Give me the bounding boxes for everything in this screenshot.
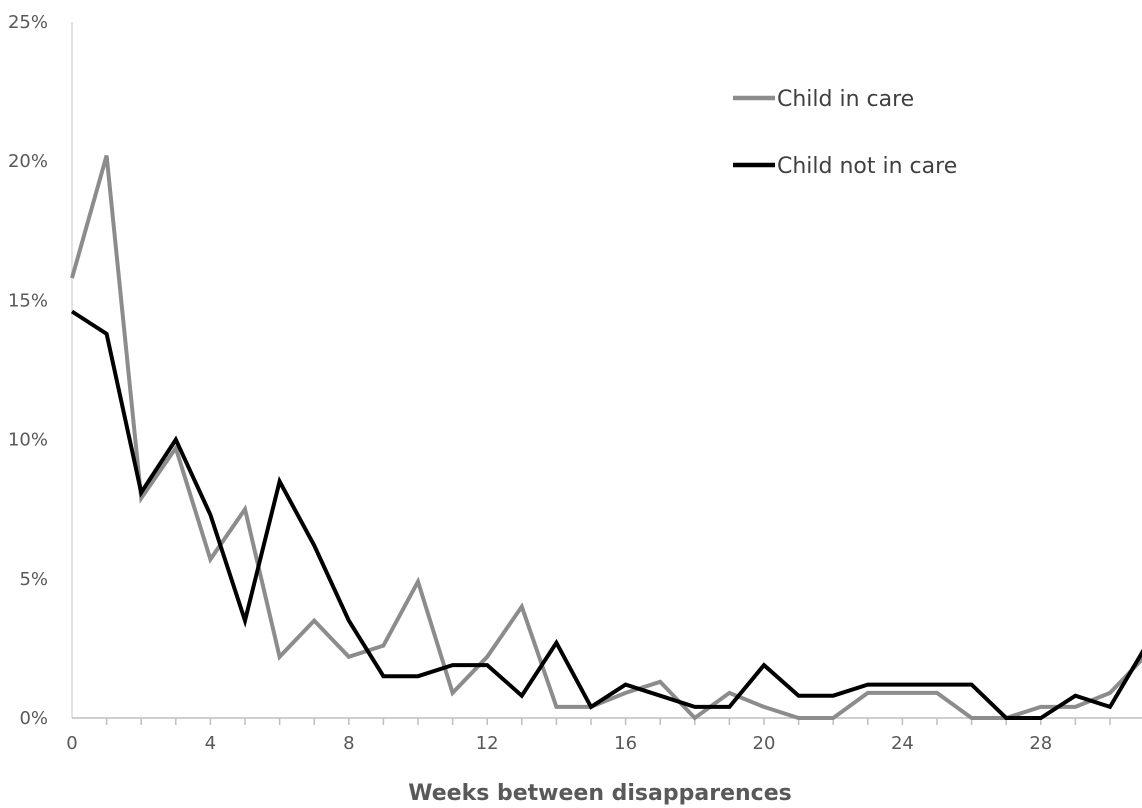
y-axis: 0% 5% 10% 15% 20% 25%: [8, 12, 73, 729]
y-tick-label: 20%: [8, 151, 48, 172]
y-tick-labels: 0% 5% 10% 15% 20% 25%: [8, 12, 48, 729]
y-tick-label: 15%: [8, 290, 48, 311]
x-tick-labels: 0 4 8 12 16 20 24 28: [66, 733, 1052, 754]
y-tick-label: 5%: [19, 569, 48, 590]
legend-label-child-not-in-care: Child not in care: [777, 154, 957, 179]
x-tick-label: 0: [66, 733, 77, 754]
y-tick-label: 0%: [19, 708, 48, 729]
x-tick-label: 20: [753, 733, 776, 754]
x-tick-marks: [105, 718, 1111, 725]
legend-label-child-in-care: Child in care: [777, 87, 914, 112]
x-tick-label: 8: [343, 733, 354, 754]
legend: Child in care Child not in care: [733, 87, 957, 179]
x-tick-label: 12: [476, 733, 499, 754]
x-tick-label: 16: [614, 733, 637, 754]
y-tick-label: 25%: [8, 12, 48, 33]
series-line-child-in-care: [70, 155, 1142, 721]
x-axis-title: Weeks between disapparences: [408, 781, 791, 806]
legend-item-child-in-care: Child in care: [733, 87, 914, 112]
x-tick-label: 4: [205, 733, 216, 754]
x-tick-label: 28: [1029, 733, 1052, 754]
x-tick-label: 24: [891, 733, 914, 754]
series-lines: [70, 155, 1142, 721]
series-line-child-not-in-care: [70, 309, 1142, 720]
y-tick-label: 10%: [8, 430, 48, 451]
x-axis: 0 4 8 12 16 20 24 28: [66, 717, 1142, 754]
legend-item-child-not-in-care: Child not in care: [733, 154, 957, 179]
